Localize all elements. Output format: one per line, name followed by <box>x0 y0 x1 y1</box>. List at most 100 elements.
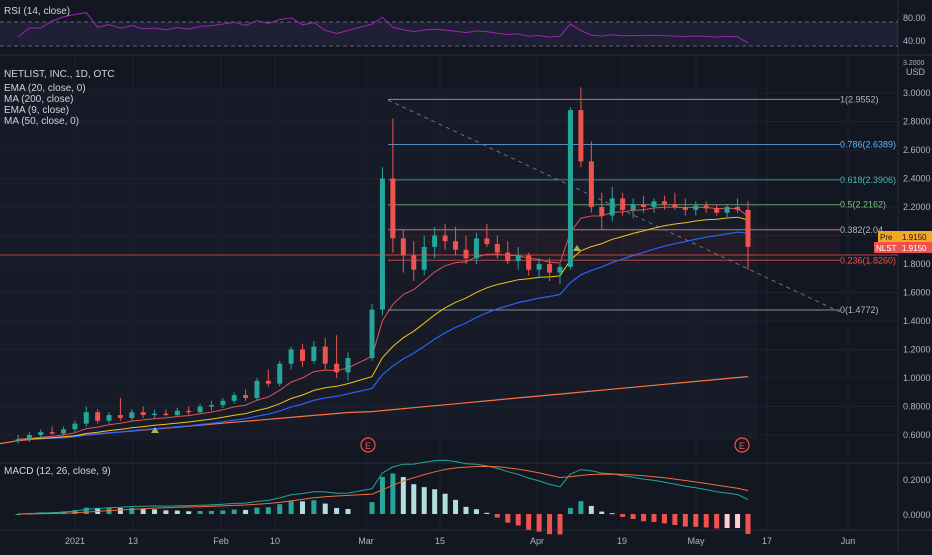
macd-histogram-bar <box>322 503 328 514</box>
candle-body <box>254 380 260 398</box>
candle-body <box>515 255 521 262</box>
macd-histogram-bar <box>231 509 237 514</box>
candle-body <box>526 255 532 270</box>
candle-body <box>15 439 21 441</box>
earnings-marker[interactable] <box>360 437 376 453</box>
time-tick-label: 15 <box>435 536 445 546</box>
price-tick-label: 3.0000 <box>903 88 931 98</box>
time-tick-label: 10 <box>270 536 280 546</box>
macd-histogram-bar <box>400 477 406 514</box>
candle-body <box>345 358 351 373</box>
price-tick-label: 1.8000 <box>903 259 931 269</box>
fib-level-label: 0.5(2.2162) <box>840 200 886 210</box>
macd-histogram-bar <box>379 476 385 514</box>
ma-50-line <box>17 231 749 440</box>
candle-body <box>197 406 203 413</box>
earnings-marker[interactable] <box>734 437 750 453</box>
legend-ema-20[interactable]: EMA (20, close, 0) <box>4 83 86 94</box>
candle-body <box>231 395 237 401</box>
candle-body <box>49 432 55 434</box>
macd-histogram-bar <box>651 514 657 523</box>
macd-histogram-bar <box>515 514 521 526</box>
macd-histogram-bar <box>288 500 294 514</box>
main-pane[interactable]: 1(2.9552) 0.786(2.6389) 0.618(2.3906) 0.5(2… <box>0 55 932 530</box>
fib-level-label: 0.786(2.6389) <box>840 139 896 149</box>
price-tick-label: 1.2000 <box>903 345 931 355</box>
time-axis[interactable]: 2021 13 Feb 10 Mar 15 Apr 19 May 17 Jun <box>65 536 855 546</box>
currency-label: USD <box>906 67 926 77</box>
legend-ema-9[interactable]: EMA (9, close) <box>4 105 69 116</box>
candle-body <box>390 178 396 239</box>
candle-body <box>672 204 678 207</box>
macd-histogram <box>15 473 751 535</box>
time-tick-label: 13 <box>128 536 138 546</box>
candle-body <box>735 207 741 210</box>
candle-body <box>152 413 158 416</box>
candle-body <box>369 309 375 359</box>
macd-histogram-bar <box>129 507 135 514</box>
macd-histogram-bar <box>703 514 709 528</box>
macd-pane[interactable]: MACD (12, 26, close, 9) 0.2000 0.0000 <box>4 459 931 535</box>
macd-histogram-bar <box>208 510 214 514</box>
macd-histogram-bar <box>411 484 417 514</box>
macd-histogram-bar <box>745 514 751 534</box>
legend-ma-50[interactable]: MA (50, close, 0) <box>4 116 79 127</box>
candle-body <box>411 255 417 270</box>
candle-body <box>473 238 479 259</box>
earnings-marker-label: E <box>365 441 371 451</box>
candle-body <box>265 380 271 384</box>
legend-ma-200[interactable]: MA (200, close) <box>4 94 73 105</box>
price-tick-label: 2.8000 <box>903 117 931 127</box>
time-tick-label: 2021 <box>65 536 85 546</box>
macd-histogram-bar <box>672 514 678 525</box>
macd-histogram-bar <box>682 514 688 527</box>
candle-body <box>83 412 89 424</box>
candle-body <box>379 178 385 310</box>
time-tick-label: Apr <box>530 536 544 546</box>
candle-body <box>72 423 78 430</box>
macd-histogram-bar <box>473 509 479 514</box>
price-tick-label: 2.6000 <box>903 145 931 155</box>
candle-body <box>299 349 305 361</box>
macd-histogram-bar <box>588 505 594 514</box>
rsi-line <box>17 12 749 44</box>
macd-histogram-bar <box>432 489 438 514</box>
candle-body <box>620 198 626 210</box>
time-tick-label: Jun <box>841 536 856 546</box>
time-tick-label: Feb <box>213 536 229 546</box>
macd-histogram-bar <box>630 514 636 519</box>
candle-body <box>641 204 647 207</box>
fib-zone <box>388 226 840 261</box>
candle-body <box>745 209 751 247</box>
legend-symbol[interactable]: NETLIST, INC., 1D, OTC <box>4 69 115 80</box>
ticker-badge-label: NLST <box>876 244 897 253</box>
candle-body <box>484 238 490 245</box>
candle-body <box>703 205 709 209</box>
macd-histogram-bar <box>661 514 667 524</box>
candle-body <box>578 110 584 162</box>
candle-body <box>557 266 563 273</box>
macd-histogram-bar <box>390 473 396 514</box>
macd-histogram-bar <box>15 514 21 515</box>
candle-body <box>322 346 328 364</box>
earnings-marker-label: E <box>739 441 745 451</box>
macd-histogram-bar <box>265 507 271 514</box>
price-axis-top-partial: 3.2000 <box>903 60 925 67</box>
range-shading <box>0 88 758 440</box>
macd-histogram-bar <box>72 510 78 514</box>
rsi-pane[interactable]: RSI (14, close) 80.00 40.00 <box>0 6 926 47</box>
macd-histogram-bar <box>620 514 626 517</box>
candle-body <box>208 405 214 407</box>
rsi-axis-label: 40.00 <box>903 36 926 46</box>
fib-level-label: 0.618(2.3906) <box>840 175 896 185</box>
price-tick-label: 1.0000 <box>903 373 931 383</box>
pre-price-value: 1.9150 <box>902 233 927 242</box>
macd-histogram-bar <box>345 508 351 514</box>
candle-body <box>588 161 594 207</box>
time-tick-label: 19 <box>617 536 627 546</box>
price-tick-label: 1.6000 <box>903 288 931 298</box>
candle-body <box>220 400 226 406</box>
macd-histogram-bar <box>453 499 459 514</box>
macd-histogram-bar <box>599 511 605 514</box>
